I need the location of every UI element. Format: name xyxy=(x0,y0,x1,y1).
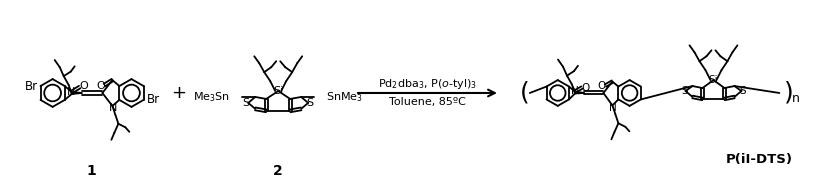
Text: N: N xyxy=(609,103,616,113)
Text: Br: Br xyxy=(147,93,160,106)
Text: Br: Br xyxy=(24,80,37,92)
Text: Pd$_2$dba$_3$, P($o$-tyl)$_3$: Pd$_2$dba$_3$, P($o$-tyl)$_3$ xyxy=(378,77,477,91)
Text: Si: Si xyxy=(273,86,284,96)
Text: O: O xyxy=(79,81,88,91)
Text: ): ) xyxy=(784,81,794,105)
Text: O: O xyxy=(582,82,590,92)
Text: Si: Si xyxy=(709,75,718,85)
Text: Me$_3$Sn: Me$_3$Sn xyxy=(193,90,231,104)
Text: N: N xyxy=(67,87,75,97)
Text: 2: 2 xyxy=(273,164,283,178)
Text: N: N xyxy=(571,86,579,96)
Text: O: O xyxy=(597,81,606,90)
Text: S: S xyxy=(739,86,746,96)
Text: n: n xyxy=(792,92,800,105)
Text: (: ( xyxy=(520,81,530,105)
Text: S: S xyxy=(243,98,250,108)
Text: N: N xyxy=(109,103,117,113)
Text: SnMe$_3$: SnMe$_3$ xyxy=(326,90,363,104)
Text: Toluene, 85ºC: Toluene, 85ºC xyxy=(389,97,466,107)
Text: +: + xyxy=(171,84,186,102)
Text: P(iI-DTS): P(iI-DTS) xyxy=(726,153,793,166)
Text: S: S xyxy=(681,86,688,96)
Text: O: O xyxy=(96,81,105,91)
Text: 1: 1 xyxy=(86,164,96,178)
Text: S: S xyxy=(306,98,314,108)
